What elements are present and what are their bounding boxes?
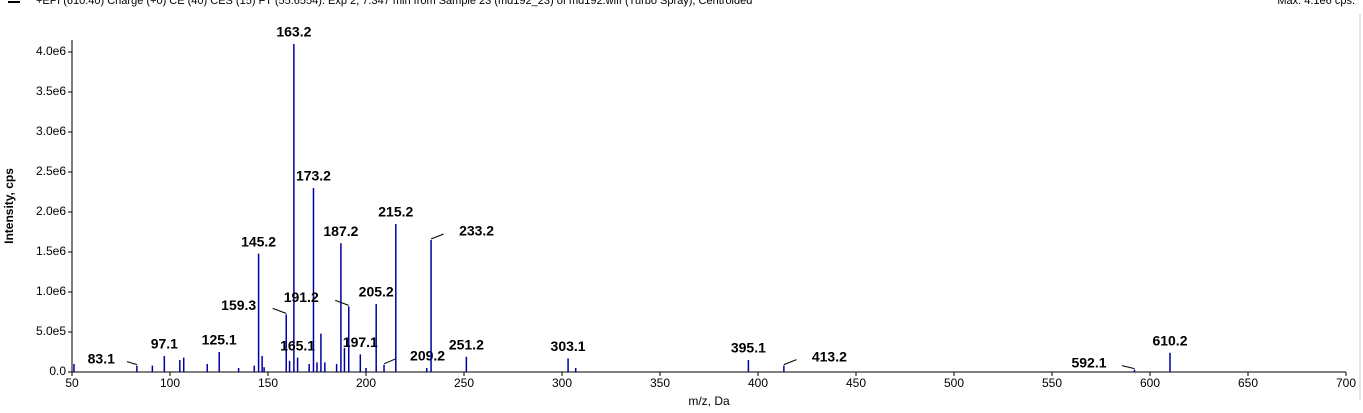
y-tick-label: 0.0 [49, 364, 66, 378]
peak-label: 303.1 [551, 338, 586, 354]
peak-label: 209.2 [410, 348, 445, 364]
x-tick-label: 700 [1336, 376, 1356, 390]
peak-label: 187.2 [323, 223, 358, 239]
y-tick-label: 3.5e6 [36, 84, 66, 98]
x-tick-label: 200 [356, 376, 376, 390]
peak-label: 165.1 [280, 337, 315, 353]
peak-label: 215.2 [378, 204, 413, 220]
y-tick-label: 5.0e5 [36, 324, 66, 338]
y-tick-label: 2.0e6 [36, 204, 66, 218]
x-tick-label: 500 [944, 376, 964, 390]
peak-label: 610.2 [1152, 333, 1187, 349]
header-title: +EPI (610.40) Charge (+0) CE (40) CES (1… [36, 0, 752, 7]
peak-label: 197.1 [343, 334, 378, 350]
peak-label: 205.2 [359, 284, 394, 300]
y-tick-label: 4.0e6 [36, 44, 66, 58]
leader-line [126, 361, 138, 366]
y-tick-label: 1.0e6 [36, 284, 66, 298]
peak-label: 83.1 [88, 350, 115, 366]
peak-label: 159.3 [221, 297, 256, 313]
peak-label: 413.2 [812, 348, 847, 364]
x-axis-label: m/z, Da [688, 394, 730, 408]
peak-label: 145.2 [241, 233, 276, 249]
x-tick-label: 150 [258, 376, 278, 390]
peak-label: 125.1 [202, 332, 237, 348]
peak-label: 173.2 [296, 168, 331, 184]
x-tick-label: 600 [1140, 376, 1160, 390]
leader-line [383, 358, 396, 365]
peak-label: 191.2 [284, 289, 319, 305]
peak-label: 251.2 [449, 337, 484, 353]
x-tick-label: 100 [160, 376, 180, 390]
y-axis-label: Intensity, cps [2, 168, 16, 244]
peak-label: 163.2 [276, 24, 311, 40]
peak-label: 395.1 [731, 340, 766, 356]
x-tick-label: 250 [454, 376, 474, 390]
x-tick-label: 650 [1238, 376, 1258, 390]
x-tick-label: 400 [748, 376, 768, 390]
peak-label: 97.1 [151, 336, 178, 352]
x-tick-label: 300 [552, 376, 572, 390]
peak-label: 592.1 [1071, 354, 1106, 370]
header-max: Max. 4.1e6 cps. [1277, 0, 1355, 7]
x-tick-label: 450 [846, 376, 866, 390]
y-tick-label: 1.5e6 [36, 244, 66, 258]
y-tick-label: 2.5e6 [36, 164, 66, 178]
leader-line [272, 307, 287, 314]
leader-line [335, 299, 349, 306]
leader-line [1121, 365, 1135, 370]
x-tick-label: 50 [65, 376, 79, 390]
leader-line [783, 359, 797, 366]
x-tick-label: 350 [650, 376, 670, 390]
y-tick-label: 3.0e6 [36, 124, 66, 138]
leader-line [430, 233, 444, 240]
x-tick-label: 550 [1042, 376, 1062, 390]
peak-label: 233.2 [459, 223, 494, 239]
